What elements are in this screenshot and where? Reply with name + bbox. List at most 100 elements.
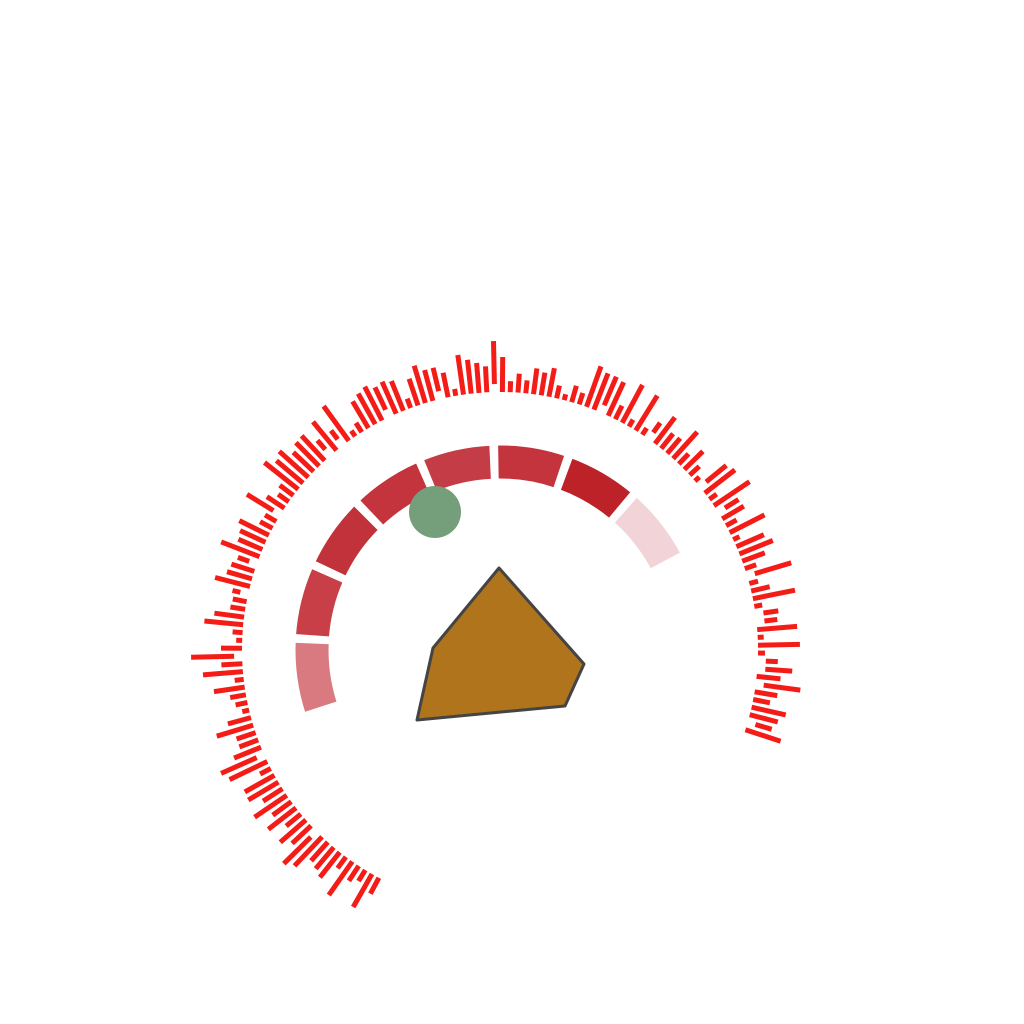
tick-mark: [292, 835, 324, 868]
tick-mark: [676, 452, 691, 466]
tick-ring: [191, 341, 801, 909]
tick-mark: [234, 676, 244, 683]
tick-mark: [350, 400, 371, 430]
tick-mark: [232, 596, 248, 605]
tick-mark: [353, 421, 364, 434]
segmented-arc: [292, 442, 684, 716]
tick-mark: [651, 421, 663, 435]
tick-mark: [326, 860, 355, 897]
tick-mark: [653, 415, 677, 446]
tick-mark: [754, 560, 792, 577]
tick-mark: [243, 773, 276, 795]
tick-mark: [284, 812, 303, 829]
tick-mark: [238, 737, 260, 750]
tick-mark: [229, 692, 247, 701]
tick-mark: [356, 868, 368, 883]
tick-mark: [688, 464, 701, 477]
tick-mark: [491, 341, 497, 385]
tick-mark: [744, 727, 782, 744]
tick-mark: [321, 404, 351, 443]
tick-mark: [732, 534, 741, 542]
tick-mark: [703, 467, 737, 496]
tick-mark: [576, 392, 586, 406]
tick-mark: [220, 755, 258, 776]
tick-mark: [253, 793, 289, 820]
tick-mark: [274, 458, 305, 486]
tick-mark: [282, 835, 313, 866]
tick-mark: [379, 380, 399, 415]
tick-mark: [278, 483, 295, 498]
tick-mark: [757, 641, 800, 648]
tick-mark: [226, 569, 253, 582]
tick-mark: [693, 475, 702, 483]
tick-mark: [546, 367, 557, 398]
tick-mark: [351, 872, 375, 909]
tick-mark: [335, 855, 348, 870]
tick-mark: [271, 799, 293, 818]
tick-mark: [584, 365, 604, 408]
tick-mark: [317, 850, 342, 879]
tick-mark: [465, 359, 474, 394]
tick-mark: [561, 393, 569, 401]
tick-mark: [191, 653, 235, 660]
pointer-shape: [415, 566, 586, 722]
tick-mark: [744, 562, 757, 571]
tick-mark: [483, 366, 490, 393]
tick-mark: [605, 381, 626, 417]
tick-mark: [682, 449, 705, 472]
tick-mark: [247, 779, 280, 803]
tick-mark: [237, 555, 251, 564]
tick-mark: [258, 519, 274, 531]
tick-mark: [362, 385, 385, 422]
tick-mark: [346, 864, 361, 883]
tick-mark: [728, 512, 766, 535]
tick-mark: [665, 436, 683, 456]
tick-mark: [753, 602, 763, 609]
tick-mark: [227, 715, 252, 727]
tick-mark: [311, 420, 339, 452]
tick-mark: [404, 397, 413, 409]
tick-mark: [241, 707, 250, 715]
tick-mark: [216, 722, 254, 739]
tick-mark: [763, 682, 801, 693]
tick-mark: [221, 661, 243, 668]
tick-mark: [202, 669, 244, 678]
tick-mark: [554, 385, 562, 399]
tick-mark: [613, 404, 625, 421]
tick-mark: [231, 588, 241, 595]
tick-mark: [228, 759, 269, 782]
tick-mark: [422, 369, 436, 402]
tick-mark: [538, 372, 548, 396]
tick-mark: [263, 512, 278, 524]
tick-mark: [712, 479, 751, 508]
tick-mark: [752, 697, 771, 706]
tick-mark: [640, 426, 649, 437]
marker-dot: [409, 486, 461, 538]
tick-mark: [214, 610, 245, 620]
tick-mark: [440, 372, 451, 398]
tick-mark: [754, 689, 778, 699]
tick-mark: [213, 684, 246, 695]
tick-mark: [372, 386, 388, 411]
tick-mark: [356, 392, 378, 426]
tick-mark: [235, 730, 257, 742]
tick-mark: [735, 532, 765, 549]
tick-mark: [262, 460, 300, 492]
tick-mark: [309, 840, 330, 863]
tick-mark: [723, 497, 740, 511]
tick-mark: [591, 372, 611, 411]
tick-mark: [765, 666, 793, 674]
tick-mark: [707, 492, 719, 502]
tick-mark: [214, 575, 251, 589]
tick-mark: [258, 766, 272, 777]
tick-mark: [265, 494, 286, 511]
tick-mark: [531, 368, 540, 395]
tick-mark: [204, 618, 244, 628]
tick-mark: [277, 449, 310, 480]
tick-mark: [290, 823, 313, 846]
tick-mark: [757, 623, 798, 633]
tick-mark: [430, 367, 442, 392]
tick-mark: [294, 440, 321, 468]
tick-mark: [220, 539, 261, 560]
